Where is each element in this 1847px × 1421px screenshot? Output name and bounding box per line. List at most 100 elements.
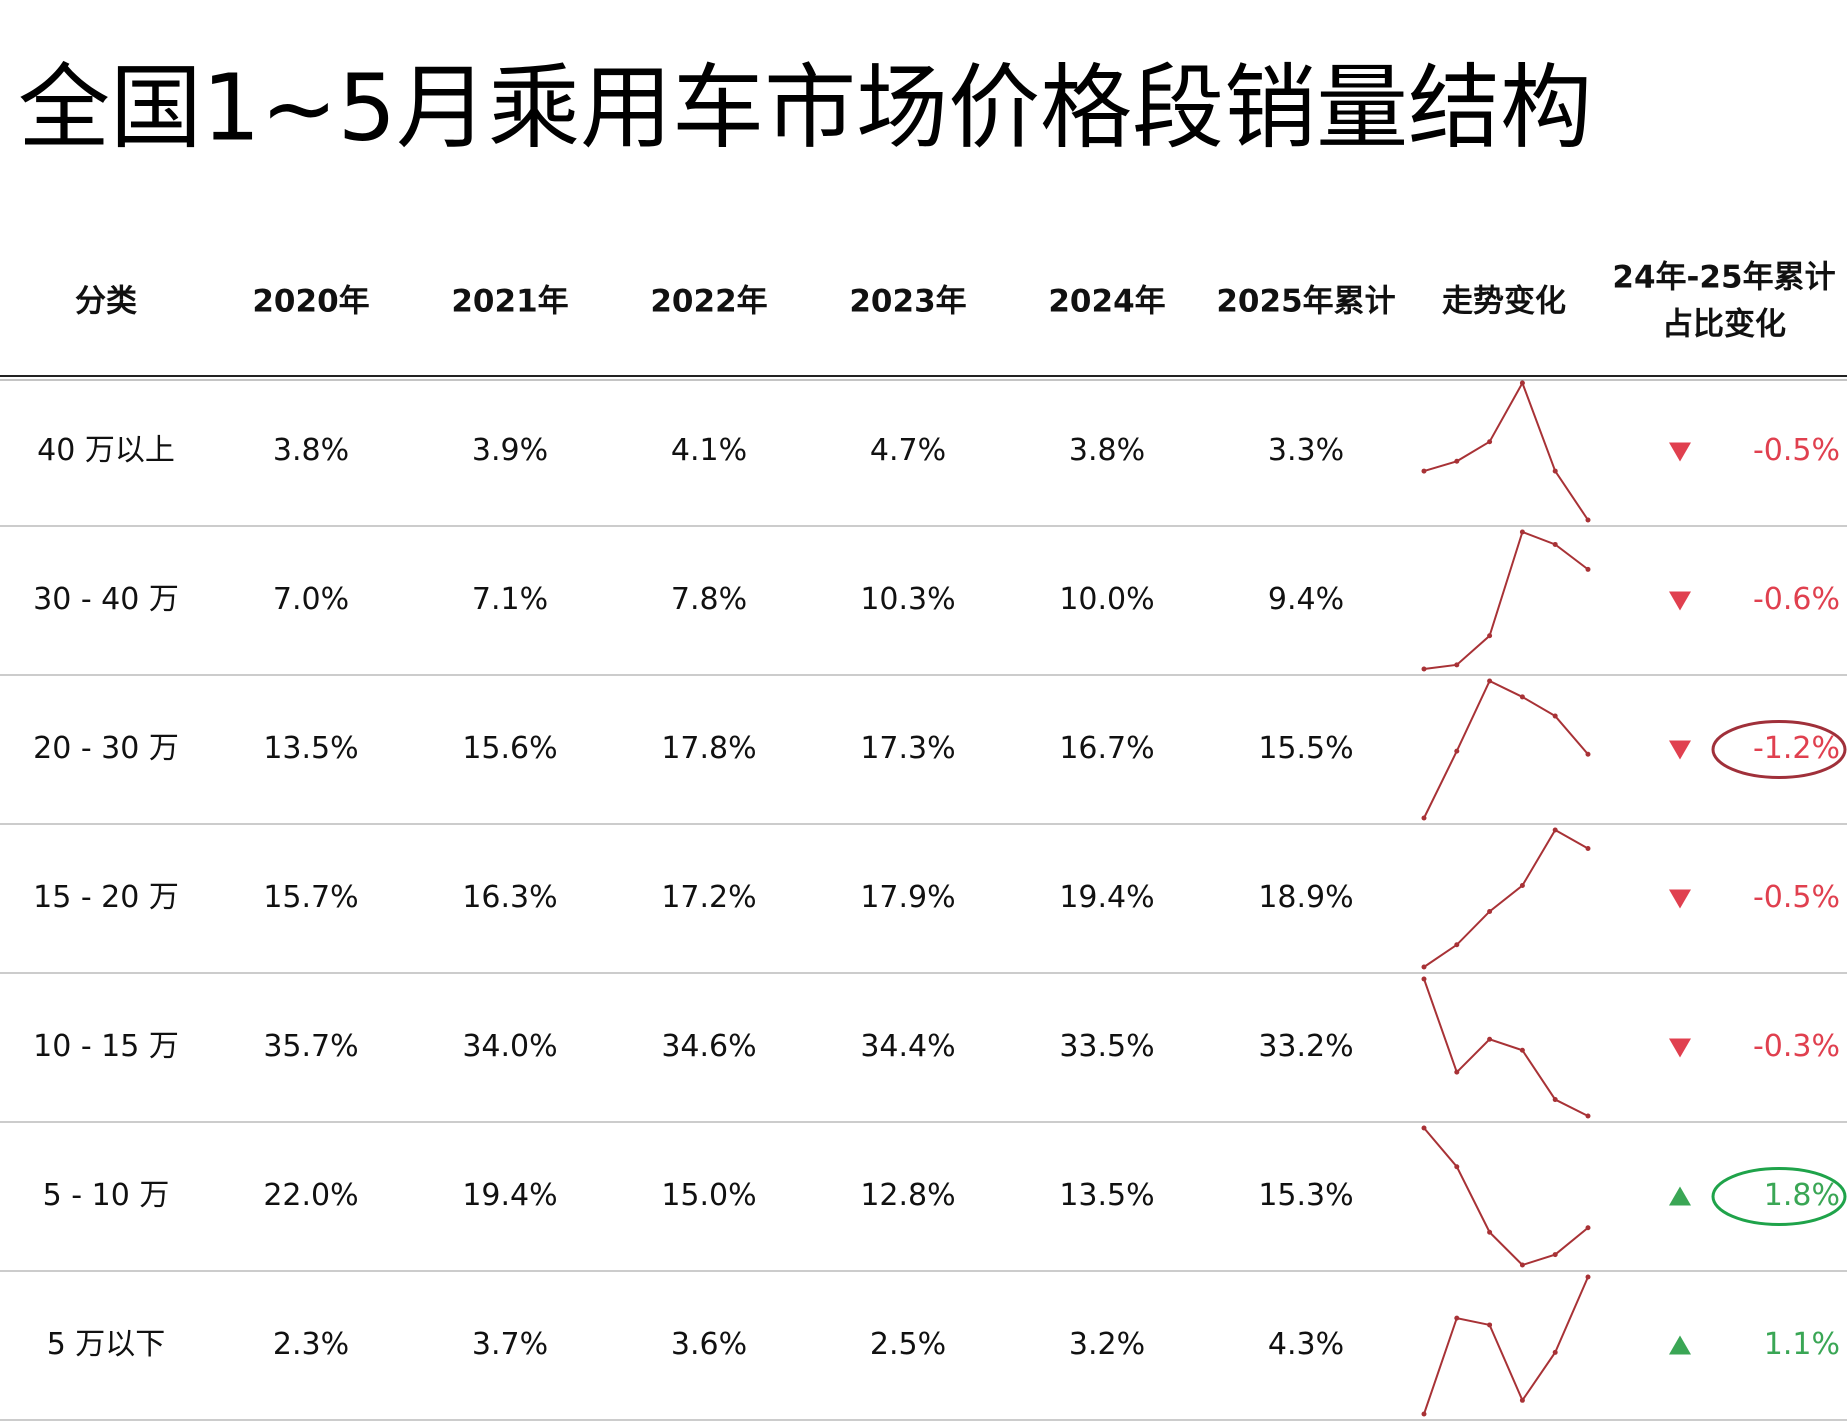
value-cell: 3.2% <box>1069 1327 1145 1362</box>
sparkline-point <box>1519 883 1525 889</box>
sparkline-point <box>1421 1125 1427 1131</box>
row-label: 15 - 20 万 <box>33 880 179 915</box>
sparkline-point <box>1585 517 1591 523</box>
sparkline-point <box>1421 815 1427 821</box>
sparkline <box>1423 1127 1589 1267</box>
sparkline-point <box>1487 908 1493 914</box>
value-cell: 7.1% <box>472 582 548 617</box>
header-cell: 24年-25年累计 <box>1612 260 1835 296</box>
value-cell: 33.2% <box>1258 1029 1353 1064</box>
value-cell: 15.5% <box>1258 731 1353 766</box>
sparkline-point <box>1519 380 1525 386</box>
sparkline <box>1423 679 1589 819</box>
direction-arrow <box>1669 889 1691 909</box>
change-cell: -0.3% <box>1753 1029 1840 1064</box>
header-cell: 占比变化 <box>1662 307 1786 343</box>
value-cell: 15.3% <box>1258 1178 1353 1213</box>
change-cell: -0.6% <box>1753 582 1840 617</box>
header-cell: 2023年 <box>849 284 966 320</box>
value-cell: 2.5% <box>870 1327 946 1362</box>
sparkline-point <box>1454 1069 1460 1075</box>
value-cell: 3.7% <box>472 1327 548 1362</box>
row-label: 30 - 40 万 <box>33 582 179 617</box>
value-cell: 3.8% <box>273 433 349 468</box>
row-label: 40 万以上 <box>37 433 175 468</box>
header-cell: 分类 <box>75 284 137 320</box>
row-label: 5 - 10 万 <box>43 1178 170 1213</box>
sparkline-point <box>1487 678 1493 684</box>
sparkline-point <box>1454 1315 1460 1321</box>
highlight-circle <box>1711 1167 1847 1226</box>
value-cell: 3.6% <box>671 1327 747 1362</box>
sparkline <box>1423 978 1589 1117</box>
sparkline-point <box>1552 541 1558 547</box>
sparkline-point <box>1454 1164 1460 1170</box>
sparkline <box>1423 828 1589 968</box>
sparkline-point <box>1552 1252 1558 1258</box>
direction-arrow <box>1669 1038 1691 1058</box>
value-cell: 15.0% <box>661 1178 756 1213</box>
sparkline-point <box>1421 964 1427 970</box>
sparkline-point <box>1585 846 1591 852</box>
value-cell: 13.5% <box>263 731 358 766</box>
sparkline-point <box>1552 1349 1558 1355</box>
sparkline-point <box>1487 1322 1493 1328</box>
value-cell: 16.3% <box>462 880 557 915</box>
value-cell: 34.6% <box>661 1029 756 1064</box>
row-label: 20 - 30 万 <box>33 731 179 766</box>
header-cell: 2021年 <box>451 284 568 320</box>
sparkline-point <box>1519 529 1525 535</box>
change-cell: 1.1% <box>1764 1327 1840 1362</box>
sparkline-point <box>1487 439 1493 445</box>
sparkline-point <box>1585 1274 1591 1280</box>
value-cell: 35.7% <box>263 1029 358 1064</box>
change-cell: 1.8% <box>1764 1178 1840 1213</box>
value-cell: 4.7% <box>870 433 946 468</box>
sparkline <box>1423 380 1589 521</box>
direction-arrow <box>1669 442 1691 462</box>
value-cell: 19.4% <box>462 1178 557 1213</box>
sparkline-point <box>1454 748 1460 754</box>
row-label: 5 万以下 <box>47 1327 166 1362</box>
sparkline-point <box>1421 976 1427 982</box>
sparkline-point <box>1585 751 1591 757</box>
highlight-circle <box>1711 720 1847 779</box>
value-cell: 12.8% <box>860 1178 955 1213</box>
sparkline-point <box>1585 1225 1591 1231</box>
direction-arrow <box>1669 740 1691 760</box>
header-cell: 2024年 <box>1048 284 1165 320</box>
sparkline-point <box>1421 666 1427 672</box>
value-cell: 18.9% <box>1258 880 1353 915</box>
header-cell: 2025年累计 <box>1216 284 1395 320</box>
sparkline-point <box>1421 468 1427 474</box>
value-cell: 34.4% <box>860 1029 955 1064</box>
sparkline-point <box>1487 633 1493 639</box>
sparkline-point <box>1585 566 1591 572</box>
direction-arrow <box>1669 1186 1691 1206</box>
value-cell: 10.0% <box>1059 582 1154 617</box>
sparkline <box>1423 1276 1589 1415</box>
value-cell: 10.3% <box>860 582 955 617</box>
value-cell: 17.8% <box>661 731 756 766</box>
direction-arrow <box>1669 591 1691 611</box>
sparkline-point <box>1487 1229 1493 1235</box>
value-cell: 17.2% <box>661 880 756 915</box>
value-cell: 15.6% <box>462 731 557 766</box>
change-cell: -0.5% <box>1753 880 1840 915</box>
sparkline-point <box>1552 468 1558 474</box>
value-cell: 17.3% <box>860 731 955 766</box>
sparkline-point <box>1454 662 1460 668</box>
value-cell: 34.0% <box>462 1029 557 1064</box>
direction-arrow <box>1669 1335 1691 1355</box>
value-cell: 7.0% <box>273 582 349 617</box>
value-cell: 9.4% <box>1268 582 1344 617</box>
value-cell: 22.0% <box>263 1178 358 1213</box>
sparkline-point <box>1454 458 1460 464</box>
header-cell: 2020年 <box>252 284 369 320</box>
value-cell: 16.7% <box>1059 731 1154 766</box>
value-cell: 3.9% <box>472 433 548 468</box>
value-cell: 2.3% <box>273 1327 349 1362</box>
sparkline-point <box>1519 1262 1525 1268</box>
title: 全国1~5月乘用车市场价格段销量结构 <box>18 54 1592 161</box>
row-label: 10 - 15 万 <box>33 1029 179 1064</box>
